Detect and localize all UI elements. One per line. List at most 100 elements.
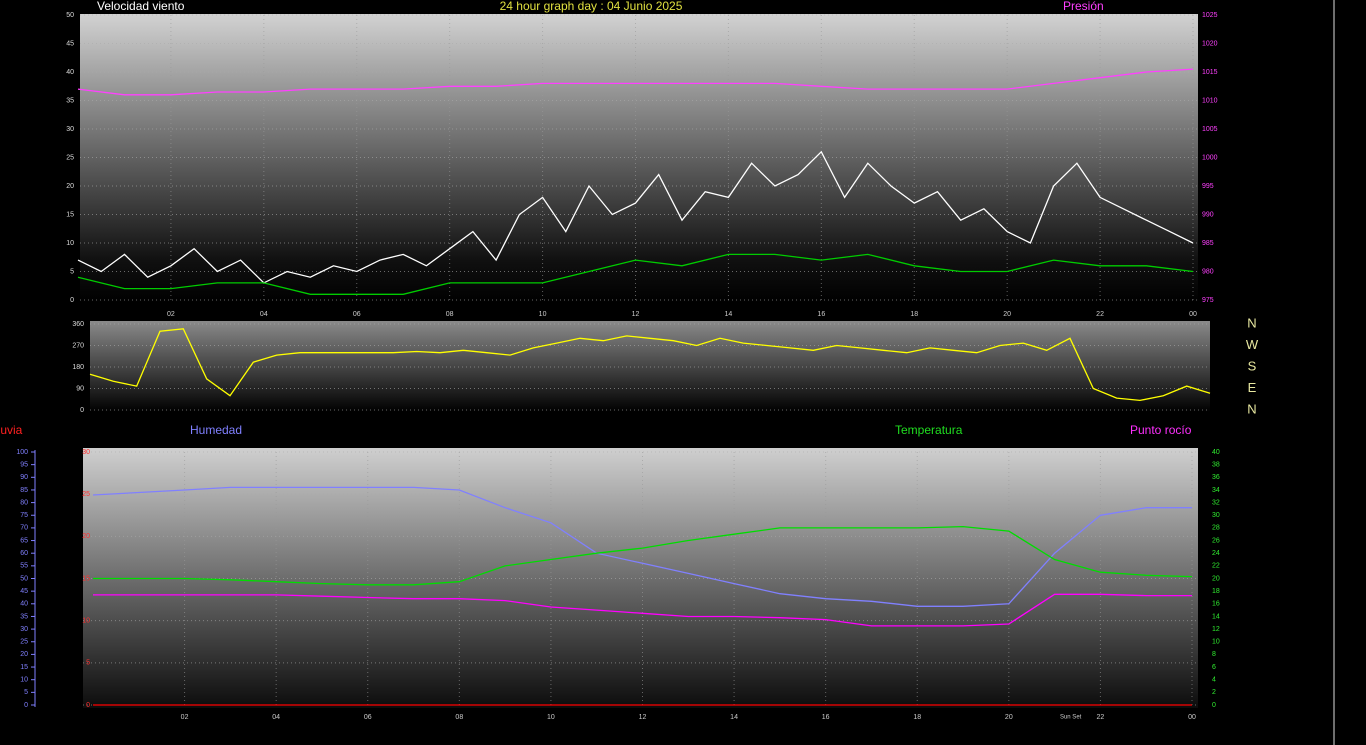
- legend-label: Lluvia: [0, 423, 23, 437]
- x-tick-label: 06: [353, 311, 361, 318]
- compass-label: S: [1248, 358, 1257, 373]
- y-tick-label: 10: [20, 677, 28, 684]
- compass-label: W: [1246, 337, 1259, 352]
- y-tick-label: 10: [1212, 639, 1220, 646]
- y-tick-label: 985: [1202, 240, 1214, 247]
- plot-bg: [80, 14, 1198, 304]
- y-tick-label: 28: [1212, 525, 1220, 532]
- series-line: [77, 253, 1194, 295]
- y-tick-label: 1000: [1202, 154, 1218, 161]
- legend-label: Humedad: [190, 423, 242, 437]
- x-tick-label: 10: [539, 311, 547, 318]
- x-tick-label: 00: [1189, 311, 1197, 318]
- y-tick-label: 12: [1212, 626, 1220, 633]
- y-tick-label: 85: [20, 487, 28, 494]
- y-tick-label: 95: [20, 461, 28, 468]
- compass-label: E: [1248, 380, 1257, 395]
- plot-bg: [83, 448, 1198, 708]
- y-tick-label: 5: [24, 689, 28, 696]
- y-tick-label: 14: [1212, 613, 1220, 620]
- y-tick-label: 70: [20, 525, 28, 532]
- y-tick-label: 10: [82, 618, 90, 625]
- y-tick-label: 1005: [1202, 126, 1218, 133]
- y-tick-label: 25: [82, 491, 90, 498]
- y-tick-label: 55: [20, 563, 28, 570]
- y-tick-label: 50: [66, 12, 74, 19]
- x-tick-label: 12: [632, 311, 640, 318]
- y-tick-label: 1015: [1202, 69, 1218, 76]
- y-tick-label: 34: [1212, 487, 1220, 494]
- legend-label: Temperatura: [895, 423, 963, 437]
- y-tick-label: 75: [20, 512, 28, 519]
- y-tick-label: 22: [1212, 563, 1220, 570]
- y-tick-label: 100: [16, 449, 28, 456]
- y-tick-label: 30: [20, 626, 28, 633]
- x-tick-label: 22: [1097, 714, 1105, 721]
- x-tick-label: 00: [1188, 714, 1196, 721]
- y-tick-label: 4: [1212, 677, 1216, 684]
- y-tick-label: 30: [82, 449, 90, 456]
- x-tick-label: 10: [547, 714, 555, 721]
- series-line: [77, 68, 1194, 96]
- y-tick-label: 45: [66, 40, 74, 47]
- y-tick-label: 0: [1212, 702, 1216, 709]
- y-tick-label: 15: [66, 211, 74, 218]
- y-tick-label: 40: [1212, 449, 1220, 456]
- x-tick-label: 08: [455, 714, 463, 721]
- y-tick-label: 90: [76, 385, 84, 392]
- y-tick-label: 5: [70, 268, 74, 275]
- x-tick-label: 18: [913, 714, 921, 721]
- y-tick-label: 0: [80, 407, 84, 414]
- legend-label: Punto rocío: [1130, 423, 1192, 437]
- x-tick-label: 14: [725, 311, 733, 318]
- x-tick-label: 14: [730, 714, 738, 721]
- y-tick-label: 32: [1212, 499, 1220, 506]
- series-line: [93, 593, 1192, 627]
- y-tick-label: 35: [20, 613, 28, 620]
- y-tick-label: 1025: [1202, 12, 1218, 19]
- y-tick-label: 8: [1212, 651, 1216, 658]
- x-tick-label: 22: [1096, 311, 1104, 318]
- y-tick-label: 980: [1202, 268, 1214, 275]
- panel-title: Velocidad viento: [97, 0, 185, 13]
- x-tick-label: 12: [639, 714, 647, 721]
- y-tick-label: 80: [20, 499, 28, 506]
- x-tick-label: 06: [364, 714, 372, 721]
- x-tick-label: 20: [1005, 714, 1013, 721]
- y-tick-label: 990: [1202, 211, 1214, 218]
- y-tick-label: 16: [1212, 601, 1220, 608]
- y-tick-label: 38: [1212, 461, 1220, 468]
- y-tick-label: 20: [66, 183, 74, 190]
- x-tick-label: 20: [1003, 311, 1011, 318]
- y-tick-label: 6: [1212, 664, 1216, 671]
- compass-label: N: [1247, 315, 1256, 330]
- y-tick-label: 50: [20, 575, 28, 582]
- y-tick-label: 270: [72, 342, 84, 349]
- series-line: [93, 525, 1193, 586]
- y-tick-label: 5: [86, 660, 90, 667]
- y-tick-label: 15: [82, 575, 90, 582]
- y-tick-label: 15: [20, 664, 28, 671]
- main-title: 24 hour graph day : 04 Junio 2025: [500, 0, 683, 13]
- y-tick-label: 180: [72, 364, 84, 371]
- y-tick-label: 995: [1202, 183, 1214, 190]
- y-tick-label: 2: [1212, 689, 1216, 696]
- y-tick-label: 975: [1202, 297, 1214, 304]
- series-line: [92, 486, 1192, 607]
- series-line: [89, 328, 1211, 402]
- x-tick-label: 04: [272, 714, 280, 721]
- y-tick-label: 30: [66, 126, 74, 133]
- y-tick-label: 20: [20, 651, 28, 658]
- y-tick-label: 0: [70, 297, 74, 304]
- y-tick-label: 25: [20, 639, 28, 646]
- compass-label: N: [1247, 401, 1256, 416]
- x-tick-label: 02: [167, 311, 175, 318]
- y-tick-label: 60: [20, 550, 28, 557]
- x-tick-label: 04: [260, 311, 268, 318]
- y-tick-label: 24: [1212, 550, 1220, 557]
- y-tick-label: 0: [24, 702, 28, 709]
- y-tick-label: 25: [66, 154, 74, 161]
- y-tick-label: 18: [1212, 588, 1220, 595]
- y-tick-label: 0: [86, 702, 90, 709]
